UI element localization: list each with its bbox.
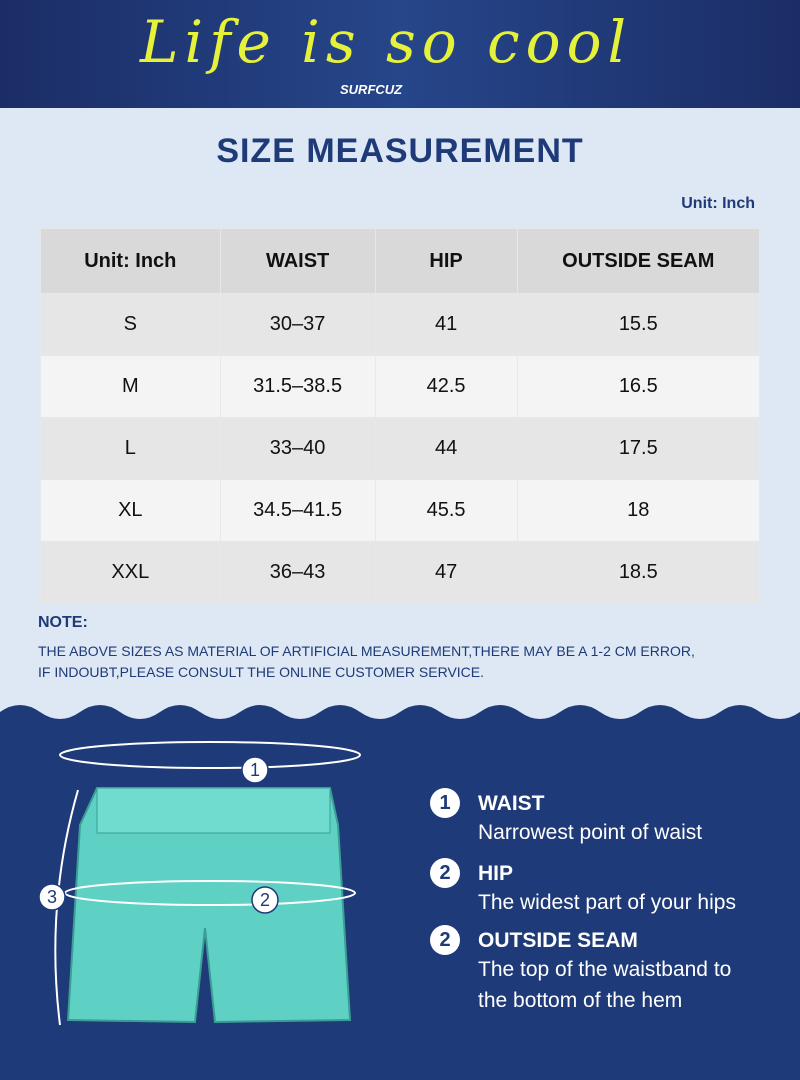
note-title: NOTE: xyxy=(38,614,88,631)
marker-circle xyxy=(251,886,279,914)
table-cell: XXL xyxy=(40,541,221,604)
table-cell: 15.5 xyxy=(516,293,761,356)
table-cell: 42.5 xyxy=(374,355,518,418)
waistband xyxy=(96,787,331,834)
table-cell: M xyxy=(40,355,221,418)
title: SIZE MEASUREMENT xyxy=(216,132,584,170)
table-cell: 44 xyxy=(374,417,518,480)
marker-number: 1 xyxy=(250,760,260,780)
table-row: L 33–40 44 17.5 xyxy=(40,417,761,480)
table-cell: 45.5 xyxy=(374,479,518,542)
unit: Unit: Inch xyxy=(681,195,755,212)
column-header: Unit: Inch xyxy=(40,228,221,294)
legend-description: Narrowest point of waist xyxy=(478,821,703,844)
marker-number: 2 xyxy=(260,890,270,910)
table-cell: 18 xyxy=(516,479,761,542)
bottom-panel: 1 2 3 xyxy=(0,705,800,1080)
table-row: XL 34.5–41.5 45.5 18 xyxy=(40,479,761,542)
table-row: M 31.5–38.5 42.5 16.5 xyxy=(40,355,761,418)
legend-label: WAIST xyxy=(478,792,545,815)
note-line: THE ABOVE SIZES AS MATERIAL OF ARTIFICIA… xyxy=(38,643,695,659)
marker-number: 3 xyxy=(47,887,57,907)
table-cell: 17.5 xyxy=(516,417,761,480)
table-cell: 33–40 xyxy=(219,417,376,480)
note-line: IF INDOUBT,PLEASE CONSULT THE ONLINE CUS… xyxy=(38,664,485,680)
legend-number: 2 xyxy=(430,925,460,955)
legend-label: OUTSIDE SEAM xyxy=(478,929,638,952)
table-cell: L xyxy=(40,417,221,480)
table-cell: 16.5 xyxy=(516,355,761,418)
table-cell: XL xyxy=(40,479,221,542)
table-cell: 31.5–38.5 xyxy=(219,355,376,418)
table-cell: 30–37 xyxy=(219,293,376,356)
table-cell: 47 xyxy=(374,541,518,604)
table-cell: 18.5 xyxy=(516,541,761,604)
table-cell: S xyxy=(40,293,221,356)
legend-number: 2 xyxy=(430,858,460,888)
legend-description: The top of the waistband to xyxy=(478,958,732,981)
header-script: Life is so cool xyxy=(140,8,633,76)
table-cell: 34.5–41.5 xyxy=(219,479,376,542)
table-row: S 30–37 41 15.5 xyxy=(40,293,761,356)
table-cell: 36–43 xyxy=(219,541,376,604)
table-row: XXL 36–43 47 18.5 xyxy=(40,541,761,604)
header-row: Unit: Inch WAIST HIP OUTSIDE SEAM xyxy=(40,228,761,294)
brand: SURFCUZ xyxy=(340,82,403,97)
legend-number: 1 xyxy=(430,788,460,818)
waist-ring xyxy=(59,741,361,769)
legend-label: HIP xyxy=(478,862,514,885)
column-header: HIP xyxy=(374,228,518,294)
column-header: WAIST xyxy=(219,228,376,294)
table-cell: 41 xyxy=(374,293,518,356)
header-banner xyxy=(0,0,800,108)
column-header: OUTSIDE SEAM xyxy=(516,228,761,294)
legend-description: The widest part of your hips xyxy=(478,891,736,914)
marker-circle xyxy=(241,756,269,784)
marker-circle xyxy=(38,883,66,911)
size-table: Unit: Inch WAIST HIP OUTSIDE SEAM S 30–37 41 15… xyxy=(40,228,761,604)
legend-description: the bottom of the hem xyxy=(478,989,683,1012)
